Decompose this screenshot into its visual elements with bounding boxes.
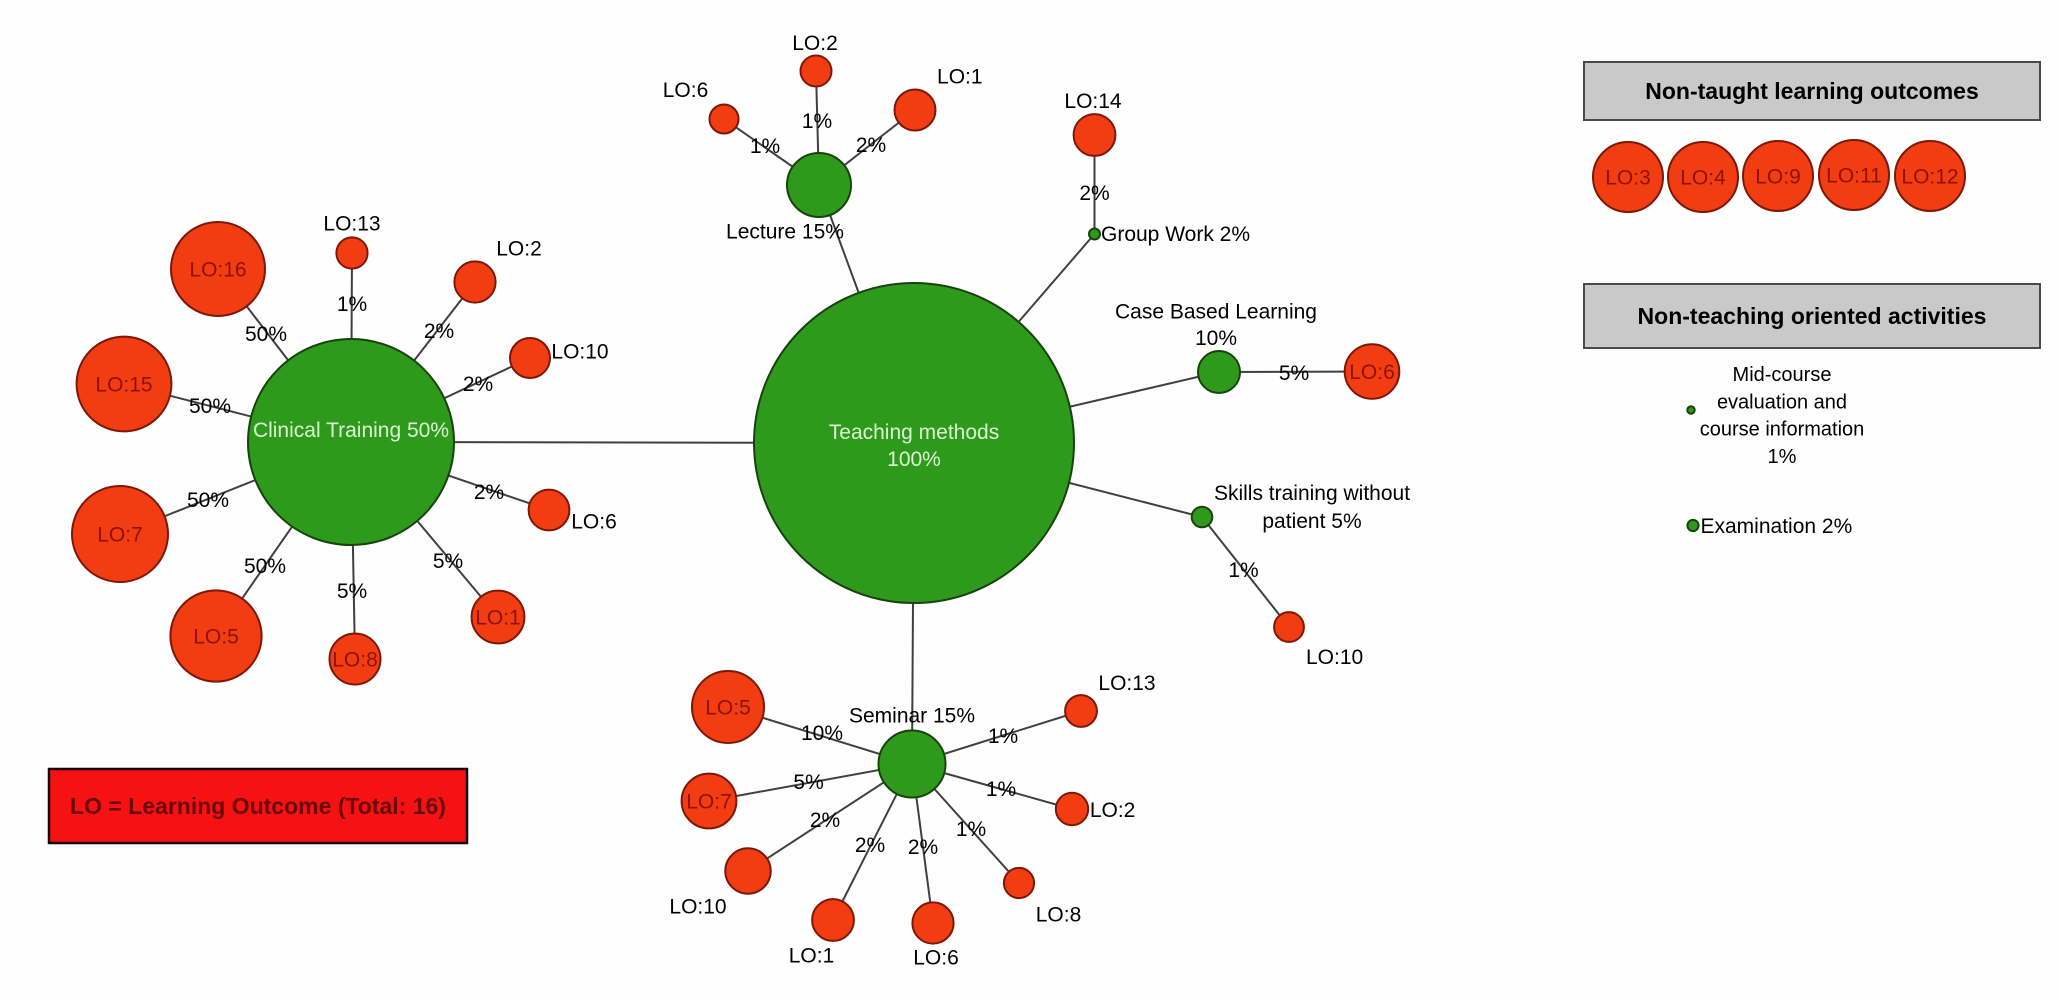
svg-text:1%: 1% bbox=[1228, 559, 1258, 582]
svg-text:LO:6: LO:6 bbox=[913, 947, 959, 970]
svg-text:1%: 1% bbox=[988, 725, 1018, 748]
svg-text:Teaching methods: Teaching methods bbox=[829, 421, 999, 444]
svg-text:LO:15: LO:15 bbox=[95, 374, 152, 397]
svg-text:Non-teaching oriented activiti: Non-teaching oriented activities bbox=[1638, 303, 1987, 329]
svg-text:LO:12: LO:12 bbox=[1901, 166, 1958, 189]
svg-text:evaluation and: evaluation and bbox=[1717, 391, 1847, 413]
svg-text:LO:1: LO:1 bbox=[789, 945, 835, 968]
svg-text:2%: 2% bbox=[424, 320, 454, 343]
svg-text:5%: 5% bbox=[1279, 362, 1309, 385]
svg-text:50%: 50% bbox=[244, 555, 286, 578]
svg-text:patient 5%: patient 5% bbox=[1262, 510, 1361, 533]
svg-text:LO:5: LO:5 bbox=[705, 697, 751, 720]
svg-text:LO:8: LO:8 bbox=[332, 649, 378, 672]
svg-text:LO:8: LO:8 bbox=[1036, 904, 1082, 927]
svg-text:Examination 2%: Examination 2% bbox=[1701, 515, 1853, 538]
svg-text:LO:2: LO:2 bbox=[496, 238, 542, 261]
svg-text:LO:6: LO:6 bbox=[571, 511, 617, 534]
svg-text:2%: 2% bbox=[810, 809, 840, 832]
svg-text:LO:4: LO:4 bbox=[1680, 167, 1726, 190]
svg-text:1%: 1% bbox=[802, 110, 832, 133]
svg-text:Skills training without: Skills training without bbox=[1214, 482, 1410, 505]
svg-text:5%: 5% bbox=[337, 580, 367, 603]
svg-text:LO:1: LO:1 bbox=[475, 607, 521, 630]
svg-text:Non-taught learning outcomes: Non-taught learning outcomes bbox=[1645, 78, 1979, 104]
svg-text:1%: 1% bbox=[956, 818, 986, 841]
svg-text:1%: 1% bbox=[1768, 446, 1797, 468]
svg-text:5%: 5% bbox=[793, 771, 823, 794]
svg-text:1%: 1% bbox=[986, 778, 1016, 801]
svg-text:Group Work 2%: Group Work 2% bbox=[1101, 223, 1250, 246]
svg-text:Seminar 15%: Seminar 15% bbox=[849, 705, 975, 728]
svg-text:LO:1: LO:1 bbox=[937, 66, 983, 89]
svg-text:2%: 2% bbox=[463, 373, 493, 396]
svg-text:Mid-course: Mid-course bbox=[1733, 364, 1832, 386]
svg-text:1%: 1% bbox=[750, 135, 780, 158]
svg-text:LO:10: LO:10 bbox=[551, 341, 608, 364]
svg-text:LO:2: LO:2 bbox=[792, 32, 838, 55]
svg-text:2%: 2% bbox=[856, 134, 886, 157]
svg-text:Clinical Training 50%: Clinical Training 50% bbox=[253, 419, 449, 442]
svg-text:LO:13: LO:13 bbox=[323, 213, 380, 236]
svg-text:LO:10: LO:10 bbox=[669, 896, 726, 919]
svg-text:Lecture 15%: Lecture 15% bbox=[726, 221, 844, 244]
svg-text:1%: 1% bbox=[337, 293, 367, 316]
svg-text:LO:13: LO:13 bbox=[1098, 672, 1155, 695]
svg-text:LO:16: LO:16 bbox=[189, 259, 246, 282]
svg-text:2%: 2% bbox=[474, 481, 504, 504]
svg-text:10%: 10% bbox=[1195, 327, 1237, 350]
svg-text:course information: course information bbox=[1700, 419, 1865, 441]
svg-text:LO:3: LO:3 bbox=[1605, 167, 1651, 190]
svg-text:LO:6: LO:6 bbox=[663, 79, 709, 102]
svg-text:LO:5: LO:5 bbox=[193, 626, 239, 649]
svg-text:50%: 50% bbox=[189, 395, 231, 418]
svg-text:2%: 2% bbox=[1079, 182, 1109, 205]
svg-text:5%: 5% bbox=[433, 550, 463, 573]
svg-text:100%: 100% bbox=[887, 448, 941, 471]
svg-text:LO:14: LO:14 bbox=[1064, 90, 1122, 113]
svg-text:LO:9: LO:9 bbox=[1755, 166, 1801, 189]
svg-text:LO:2: LO:2 bbox=[1090, 799, 1136, 822]
svg-text:50%: 50% bbox=[245, 323, 287, 346]
svg-text:LO:11: LO:11 bbox=[1826, 165, 1882, 188]
svg-text:2%: 2% bbox=[908, 836, 938, 859]
svg-text:LO:7: LO:7 bbox=[97, 524, 143, 547]
svg-text:LO:6: LO:6 bbox=[1349, 361, 1395, 384]
svg-text:2%: 2% bbox=[855, 834, 885, 857]
svg-text:LO = Learning Outcome (Total:: LO = Learning Outcome (Total: 16) bbox=[70, 793, 446, 819]
svg-text:LO:7: LO:7 bbox=[686, 791, 732, 814]
svg-text:50%: 50% bbox=[187, 489, 229, 512]
svg-text:Case Based Learning: Case Based Learning bbox=[1115, 301, 1317, 324]
svg-text:LO:10: LO:10 bbox=[1306, 646, 1363, 669]
svg-text:10%: 10% bbox=[801, 722, 843, 745]
